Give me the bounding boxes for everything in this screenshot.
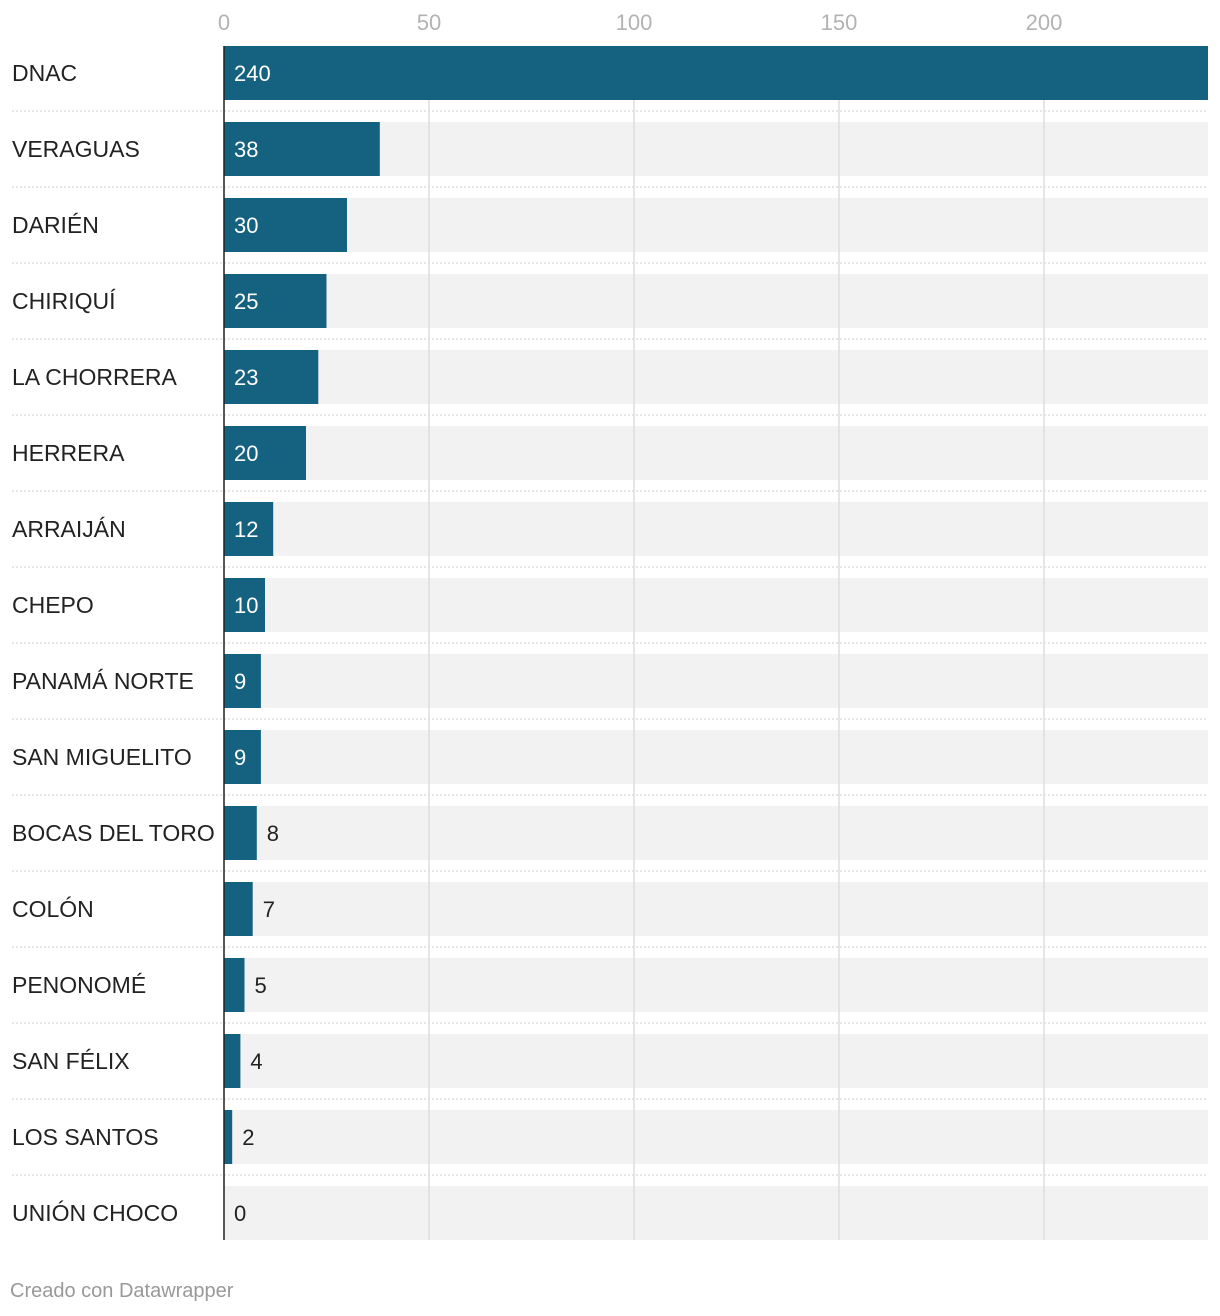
bar bbox=[224, 806, 257, 860]
value-label: 9 bbox=[234, 745, 246, 770]
bar-background bbox=[224, 958, 1208, 1012]
value-label: 7 bbox=[263, 897, 275, 922]
category-label: LA CHORRERA bbox=[12, 364, 178, 390]
bar-background bbox=[224, 1034, 1208, 1088]
category-label: VERAGUAS bbox=[12, 136, 140, 162]
bar bbox=[224, 122, 380, 176]
bar-background bbox=[224, 806, 1208, 860]
value-label: 23 bbox=[234, 365, 258, 390]
value-label: 38 bbox=[234, 137, 258, 162]
category-label: SAN FÉLIX bbox=[12, 1048, 130, 1074]
x-tick-label: 150 bbox=[821, 10, 858, 35]
x-tick-label: 50 bbox=[417, 10, 441, 35]
value-label: 2 bbox=[242, 1125, 254, 1150]
category-label: SAN MIGUELITO bbox=[12, 744, 192, 770]
bar bbox=[224, 198, 347, 252]
category-label: HERRERA bbox=[12, 440, 125, 466]
value-label: 20 bbox=[234, 441, 258, 466]
credit-text: Creado con Datawrapper bbox=[10, 1280, 234, 1302]
bar bbox=[224, 274, 327, 328]
value-label: 8 bbox=[267, 821, 279, 846]
bar-background bbox=[224, 502, 1208, 556]
category-label: DARIÉN bbox=[12, 212, 99, 238]
category-label: UNIÓN CHOCO bbox=[12, 1200, 178, 1226]
category-label: BOCAS DEL TORO bbox=[12, 820, 215, 846]
bar bbox=[224, 882, 253, 936]
bar bbox=[224, 1034, 241, 1088]
category-label: ARRAIJÁN bbox=[12, 516, 126, 542]
value-label: 240 bbox=[234, 61, 271, 86]
bar-background bbox=[224, 350, 1208, 404]
x-tick-label: 200 bbox=[1026, 10, 1063, 35]
bar bbox=[224, 1110, 233, 1164]
bar bbox=[224, 426, 306, 480]
value-label: 30 bbox=[234, 213, 258, 238]
x-tick-label: 100 bbox=[616, 10, 653, 35]
bar-background bbox=[224, 274, 1208, 328]
category-label: DNAC bbox=[12, 60, 77, 86]
bar-background bbox=[224, 1110, 1208, 1164]
bar-background bbox=[224, 654, 1208, 708]
bar bbox=[224, 350, 319, 404]
bar-background bbox=[224, 1186, 1208, 1240]
value-label: 9 bbox=[234, 669, 246, 694]
value-label: 5 bbox=[255, 973, 267, 998]
category-label: CHEPO bbox=[12, 592, 94, 618]
category-label: PANAMÁ NORTE bbox=[12, 668, 194, 694]
bar-rows bbox=[12, 46, 1208, 1240]
value-label: 4 bbox=[250, 1049, 262, 1074]
bar bbox=[224, 46, 1208, 100]
bar bbox=[224, 578, 265, 632]
bar bbox=[224, 730, 261, 784]
bar-background bbox=[224, 426, 1208, 480]
value-label: 0 bbox=[234, 1201, 246, 1226]
category-label: COLÓN bbox=[12, 896, 94, 922]
x-axis-ticks: 0 50 100 150 200 bbox=[218, 10, 1062, 35]
bar bbox=[224, 654, 261, 708]
bar-background bbox=[224, 198, 1208, 252]
bar-background bbox=[224, 578, 1208, 632]
category-label: LOS SANTOS bbox=[12, 1124, 159, 1150]
value-label: 10 bbox=[234, 593, 258, 618]
bar bbox=[224, 502, 274, 556]
bar bbox=[224, 958, 245, 1012]
bar-background bbox=[224, 882, 1208, 936]
bar-background bbox=[224, 730, 1208, 784]
value-label: 12 bbox=[234, 517, 258, 542]
value-label: 25 bbox=[234, 289, 258, 314]
category-label: CHIRIQUÍ bbox=[12, 288, 116, 314]
category-label: PENONOMÉ bbox=[12, 972, 146, 998]
x-tick-label: 0 bbox=[218, 10, 230, 35]
gridlines bbox=[428, 46, 1045, 1240]
